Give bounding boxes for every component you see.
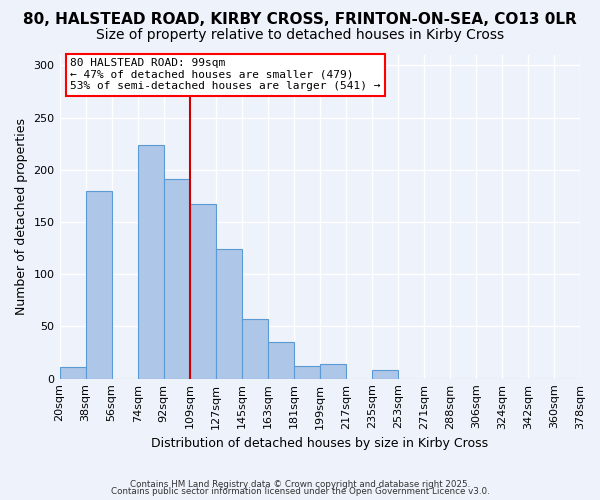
Bar [190, 204, 215, 378]
Text: Contains public sector information licensed under the Open Government Licence v3: Contains public sector information licen… [110, 488, 490, 496]
Bar [59, 367, 86, 378]
Bar [137, 145, 164, 378]
Bar [164, 180, 190, 378]
Bar [372, 370, 398, 378]
Bar [86, 190, 112, 378]
Text: Size of property relative to detached houses in Kirby Cross: Size of property relative to detached ho… [96, 28, 504, 42]
Text: 80, HALSTEAD ROAD, KIRBY CROSS, FRINTON-ON-SEA, CO13 0LR: 80, HALSTEAD ROAD, KIRBY CROSS, FRINTON-… [23, 12, 577, 28]
Bar [320, 364, 346, 378]
X-axis label: Distribution of detached houses by size in Kirby Cross: Distribution of detached houses by size … [151, 437, 488, 450]
Bar [268, 342, 294, 378]
Bar [242, 319, 268, 378]
Y-axis label: Number of detached properties: Number of detached properties [15, 118, 28, 316]
Text: Contains HM Land Registry data © Crown copyright and database right 2025.: Contains HM Land Registry data © Crown c… [130, 480, 470, 489]
Bar [215, 249, 242, 378]
Text: 80 HALSTEAD ROAD: 99sqm
← 47% of detached houses are smaller (479)
53% of semi-d: 80 HALSTEAD ROAD: 99sqm ← 47% of detache… [70, 58, 380, 92]
Bar [294, 366, 320, 378]
